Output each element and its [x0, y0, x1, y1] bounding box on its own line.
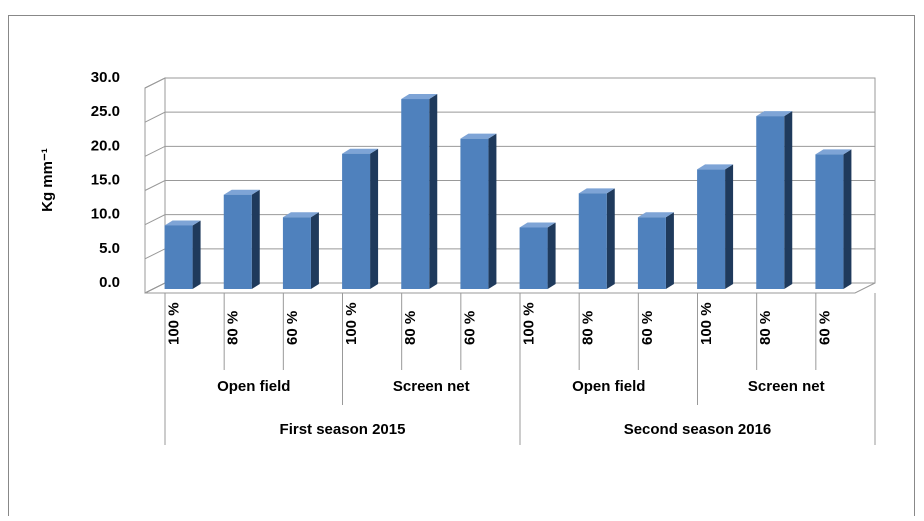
bar: [815, 154, 844, 289]
bar-top: [401, 94, 438, 100]
grid-line: [144, 214, 875, 226]
y-tick-label: 10.0: [91, 206, 120, 223]
bar-side: [251, 189, 260, 289]
y-tick-label: 30.0: [91, 69, 120, 86]
group-label: Second season 2016: [624, 421, 772, 438]
bar: [519, 227, 548, 289]
bar-top: [519, 222, 556, 228]
grid-line: [144, 77, 875, 89]
bar-top: [697, 164, 734, 170]
bar-side: [784, 111, 793, 289]
bar-top: [342, 148, 379, 154]
group-label: First season 2015: [280, 421, 406, 438]
x-tick-label: 60 %: [461, 311, 478, 345]
grid-line: [144, 180, 875, 191]
bar-side: [725, 164, 734, 289]
bar: [460, 138, 489, 289]
bar-top: [164, 220, 201, 226]
bar-side: [192, 220, 201, 289]
y-tick-label: 0.0: [99, 274, 120, 291]
subgroup-label: Screen net: [393, 378, 470, 395]
bar-side: [606, 188, 615, 289]
bar-side: [429, 94, 438, 290]
subgroup-label: Screen net: [748, 378, 825, 395]
bar-side: [370, 148, 379, 289]
bar-top: [637, 212, 674, 218]
y-tick-label: 15.0: [91, 171, 120, 188]
bar-side: [665, 212, 674, 289]
x-tick-label: 80 %: [580, 311, 597, 345]
bar-top: [282, 212, 319, 218]
bar-side: [843, 149, 852, 289]
bar: [223, 194, 252, 289]
bar: [164, 225, 193, 289]
x-tick-label: 60 %: [639, 311, 656, 345]
y-axis-label: Kg mm⁻¹: [39, 148, 56, 212]
x-tick-label: 80 %: [225, 311, 242, 345]
bar-top: [815, 149, 852, 155]
grid-line: [144, 111, 875, 123]
y-tick-label: 20.0: [91, 137, 120, 154]
bar-top: [460, 133, 497, 139]
subgroup-label: Open field: [217, 378, 290, 395]
y-tick-label: 5.0: [99, 240, 120, 257]
bar: [578, 193, 607, 289]
bar: [342, 153, 371, 289]
x-tick-label: 60 %: [816, 311, 833, 345]
bar-top: [578, 188, 615, 194]
x-tick-label: 100 %: [343, 302, 360, 345]
x-tick-label: 80 %: [757, 311, 774, 345]
bar: [697, 169, 726, 289]
grid-line: [144, 145, 875, 157]
bar: [401, 99, 430, 290]
subgroup-label: Open field: [572, 378, 645, 395]
bar: [282, 217, 311, 289]
x-tick-label: 100 %: [166, 302, 183, 345]
bar: [756, 116, 785, 289]
bar-top: [756, 111, 793, 117]
x-tick-label: 100 %: [521, 302, 538, 345]
bar-side: [547, 222, 556, 289]
x-tick-label: 80 %: [402, 311, 419, 345]
bar-top: [223, 189, 260, 195]
x-tick-label: 100 %: [698, 302, 715, 345]
bar-side: [310, 212, 319, 289]
bar: [637, 217, 666, 289]
y-tick-label: 25.0: [91, 103, 120, 120]
bar-side: [488, 133, 497, 289]
x-tick-label: 60 %: [284, 311, 301, 345]
